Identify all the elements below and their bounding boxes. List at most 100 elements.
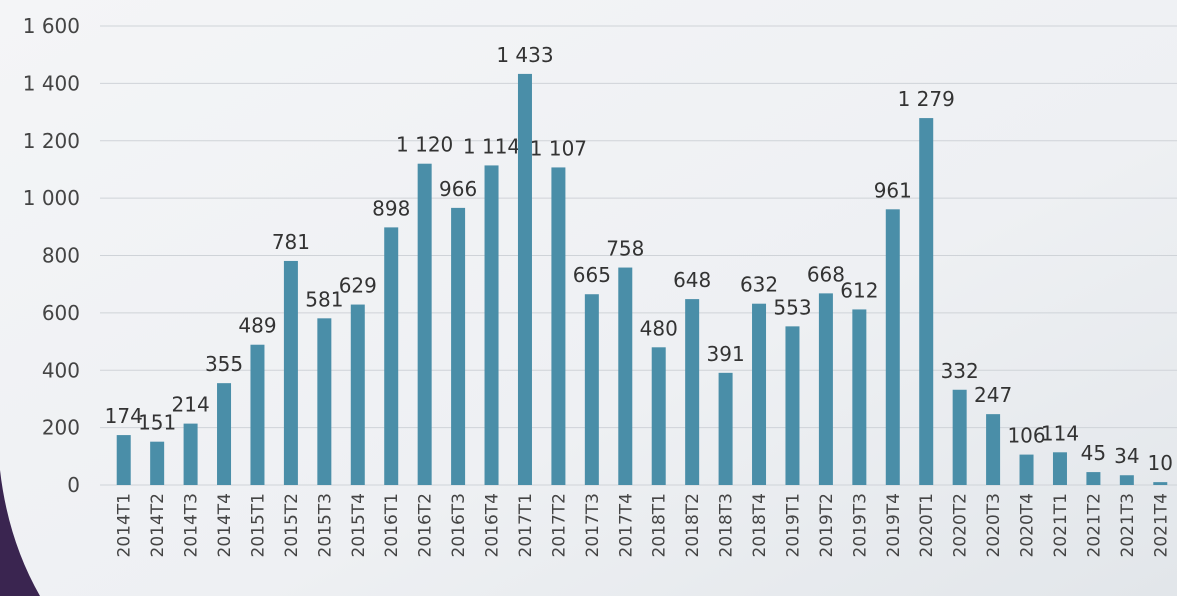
y-tick-label: 1 000: [23, 186, 80, 210]
y-tick-label: 200: [42, 416, 80, 440]
value-label: 489: [238, 314, 276, 338]
value-label: 632: [740, 273, 778, 297]
value-label: 10: [1148, 451, 1173, 475]
value-label: 898: [372, 196, 410, 220]
bar: [1120, 475, 1134, 485]
y-tick-label: 1 200: [23, 129, 80, 153]
value-label: 1 114: [463, 134, 520, 158]
bar: [217, 383, 231, 485]
x-tick-label: 2020T4: [1018, 493, 1038, 557]
x-tick-label: 2020T3: [984, 493, 1004, 557]
bar: [284, 261, 298, 485]
bar: [719, 373, 733, 485]
x-tick-label: 2021T4: [1151, 493, 1171, 557]
x-tick-label: 2015T1: [248, 493, 268, 557]
x-tick-label: 2017T1: [516, 493, 536, 557]
value-label: 648: [673, 268, 711, 292]
bar: [418, 164, 432, 485]
bar: [250, 345, 264, 485]
x-tick-label: 2017T2: [549, 493, 569, 557]
bar: [852, 309, 866, 485]
value-label: 758: [606, 237, 644, 261]
x-tick-label: 2019T2: [817, 493, 837, 557]
value-label: 612: [840, 278, 878, 302]
value-label: 355: [205, 352, 243, 376]
bar: [117, 435, 131, 485]
bar: [184, 424, 198, 485]
x-tick-label: 2015T3: [315, 493, 335, 557]
x-tick-label: 2018T1: [650, 493, 670, 557]
x-tick-label: 2016T2: [416, 493, 436, 557]
bar: [953, 390, 967, 485]
bar: [551, 167, 565, 485]
x-tick-label: 2020T2: [951, 493, 971, 557]
bar: [317, 318, 331, 485]
x-tick-label: 2015T2: [282, 493, 302, 557]
x-tick-label: 2014T4: [215, 493, 235, 557]
value-label: 480: [640, 316, 678, 340]
value-label: 34: [1114, 444, 1139, 468]
x-tick-label: 2018T4: [750, 493, 770, 557]
x-tick-label: 2021T1: [1051, 493, 1071, 557]
value-label: 781: [272, 230, 310, 254]
bar: [652, 347, 666, 485]
bar: [886, 209, 900, 485]
x-tick-label: 2021T2: [1084, 493, 1104, 557]
bar: [1053, 452, 1067, 485]
bar: [1153, 482, 1167, 485]
chart: 02004006008001 0001 2001 4001 6001742014…: [0, 0, 1177, 596]
x-tick-label: 2015T4: [349, 493, 369, 557]
x-tick-label: 2016T4: [483, 493, 503, 557]
x-tick-label: 2016T3: [449, 493, 469, 557]
y-tick-label: 0: [67, 473, 80, 497]
x-tick-label: 2021T3: [1118, 493, 1138, 557]
bar: [785, 326, 799, 485]
bar: [351, 305, 365, 485]
value-label: 961: [874, 178, 912, 202]
y-tick-label: 400: [42, 358, 80, 382]
bar: [485, 165, 499, 485]
x-tick-label: 2019T1: [783, 493, 803, 557]
value-label: 1 279: [898, 87, 955, 111]
value-label: 391: [707, 342, 745, 366]
value-label: 665: [573, 263, 611, 287]
bar: [819, 293, 833, 485]
x-tick-label: 2017T3: [583, 493, 603, 557]
value-label: 1 433: [496, 43, 553, 67]
x-tick-label: 2014T1: [115, 493, 135, 557]
x-tick-label: 2016T1: [382, 493, 402, 557]
bar: [150, 442, 164, 485]
bar: [1020, 455, 1034, 485]
x-tick-label: 2020T1: [917, 493, 937, 557]
x-tick-label: 2014T2: [148, 493, 168, 557]
value-label: 247: [974, 383, 1012, 407]
value-label: 553: [773, 295, 811, 319]
y-tick-label: 1 400: [23, 71, 80, 95]
value-label: 966: [439, 177, 477, 201]
x-tick-label: 2019T3: [850, 493, 870, 557]
value-label: 45: [1081, 441, 1106, 465]
x-tick-label: 2014T3: [182, 493, 202, 557]
bar: [919, 118, 933, 485]
bar: [451, 208, 465, 485]
bar: [618, 268, 632, 485]
y-tick-label: 800: [42, 244, 80, 268]
x-tick-label: 2018T2: [683, 493, 703, 557]
value-label: 1 120: [396, 133, 453, 157]
value-label: 1 107: [530, 136, 587, 160]
bar: [986, 414, 1000, 485]
bar: [384, 227, 398, 485]
value-label: 332: [941, 359, 979, 383]
y-tick-label: 1 600: [23, 14, 80, 38]
bar: [685, 299, 699, 485]
x-tick-label: 2019T4: [884, 493, 904, 557]
x-tick-label: 2018T3: [717, 493, 737, 557]
value-label: 214: [172, 393, 210, 417]
x-tick-label: 2017T4: [616, 493, 636, 557]
bar: [1086, 472, 1100, 485]
bar: [585, 294, 599, 485]
value-label: 114: [1041, 421, 1079, 445]
value-label: 629: [339, 274, 377, 298]
y-tick-label: 600: [42, 301, 80, 325]
bar: [752, 304, 766, 485]
